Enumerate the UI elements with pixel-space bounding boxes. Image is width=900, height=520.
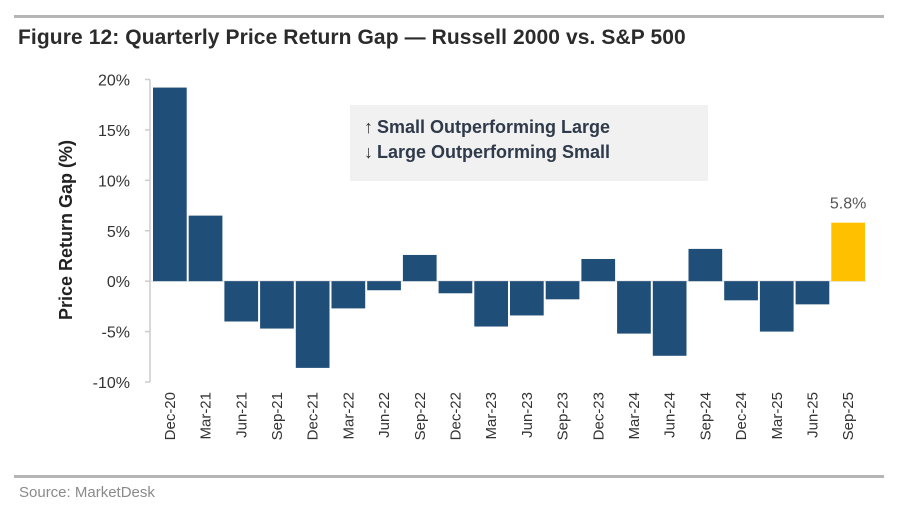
bar-dec-21	[295, 281, 330, 368]
bar-mar-23	[474, 281, 508, 327]
bar-mar-22	[331, 281, 366, 309]
legend-item-small-outperforming: ↑ Small Outperforming Large	[364, 117, 610, 138]
bar-dec-23	[581, 258, 616, 282]
x-tick-label: Sep-22	[412, 392, 429, 440]
x-tick-label: Sep-21	[269, 392, 286, 440]
top-rule	[14, 15, 884, 18]
x-tick-label: Jun-25	[804, 392, 821, 438]
x-tick-label: Dec-24	[733, 392, 750, 440]
figure-title: Figure 12: Quarterly Price Return Gap — …	[18, 26, 686, 49]
x-tick-label: Dec-20	[162, 392, 179, 440]
bar-jun-24	[652, 281, 687, 356]
bar-dec-22	[438, 281, 473, 294]
bar-sep-22	[402, 254, 437, 282]
bar-sep-24	[688, 248, 723, 282]
arrow-up-icon: ↑	[364, 117, 373, 137]
y-tick-label: 5%	[107, 224, 130, 241]
legend-item-large-outperforming: ↓ Large Outperforming Small	[364, 142, 610, 163]
bar-mar-24	[617, 281, 651, 334]
bar-mar-21	[188, 215, 223, 282]
arrow-down-icon: ↓	[364, 142, 373, 162]
x-tick-label: Mar-24	[626, 392, 643, 440]
y-tick-label: 10%	[98, 173, 130, 190]
source-note: Source: MarketDesk	[19, 484, 155, 501]
y-tick-label: 20%	[98, 73, 130, 90]
x-tick-label: Jun-22	[376, 392, 393, 438]
axes: 20% 15% 10% 5% 0% -5% -10%	[93, 73, 866, 392]
bar-sep-21	[260, 281, 294, 329]
legend-text: Large Outperforming Small	[377, 142, 611, 162]
x-tick-label: Jun-23	[519, 392, 536, 438]
x-tick-label: Dec-22	[447, 392, 464, 440]
x-tick-label: Sep-24	[697, 392, 714, 440]
bar-jun-23	[510, 281, 544, 316]
x-tick-label: Sep-25	[840, 392, 857, 440]
x-tick-label: Jun-24	[662, 392, 679, 438]
bar-chart: 20% 15% 10% 5% 0% -5% -10% Dec-20 Mar-21 Jun-21 S…	[56, 73, 867, 441]
x-tick-label: Dec-23	[590, 392, 607, 440]
y-tick-label: -5%	[102, 325, 130, 342]
bar-sep-25	[831, 222, 865, 282]
legend-text: Small Outperforming Large	[377, 117, 611, 137]
bar-mar-25	[759, 281, 794, 332]
bar-jun-25	[795, 281, 830, 305]
y-tick-label: -10%	[93, 375, 130, 392]
x-tick-label: Mar-23	[483, 392, 500, 440]
x-tick-label: Mar-22	[340, 392, 357, 440]
bar-jun-21	[224, 281, 259, 322]
y-axis-label: Price Return Gap (%)	[56, 140, 76, 320]
labels: Dec-20 Mar-21 Jun-21 Sep-21 Dec-21 Mar-22 Jun-…	[162, 196, 867, 441]
y-tick-label: 0%	[107, 274, 130, 291]
x-tick-label: Mar-25	[769, 392, 786, 440]
bars	[153, 87, 865, 368]
x-tick-label: Jun-21	[233, 392, 250, 438]
bottom-rule	[14, 475, 884, 478]
bar-sep-23	[545, 281, 580, 300]
bar-dec-20	[153, 87, 187, 282]
legend-box: ↑ Small Outperforming Large ↓ Large Outper…	[350, 105, 708, 181]
bar-dec-24	[724, 281, 758, 301]
y-tick-label: 15%	[98, 123, 130, 140]
data-label-sep-25: 5.8%	[830, 196, 866, 213]
x-tick-label: Sep-23	[555, 392, 572, 440]
bar-jun-22	[367, 281, 401, 291]
x-tick-label: Dec-21	[305, 392, 322, 440]
x-tick-label: Mar-21	[198, 392, 215, 440]
